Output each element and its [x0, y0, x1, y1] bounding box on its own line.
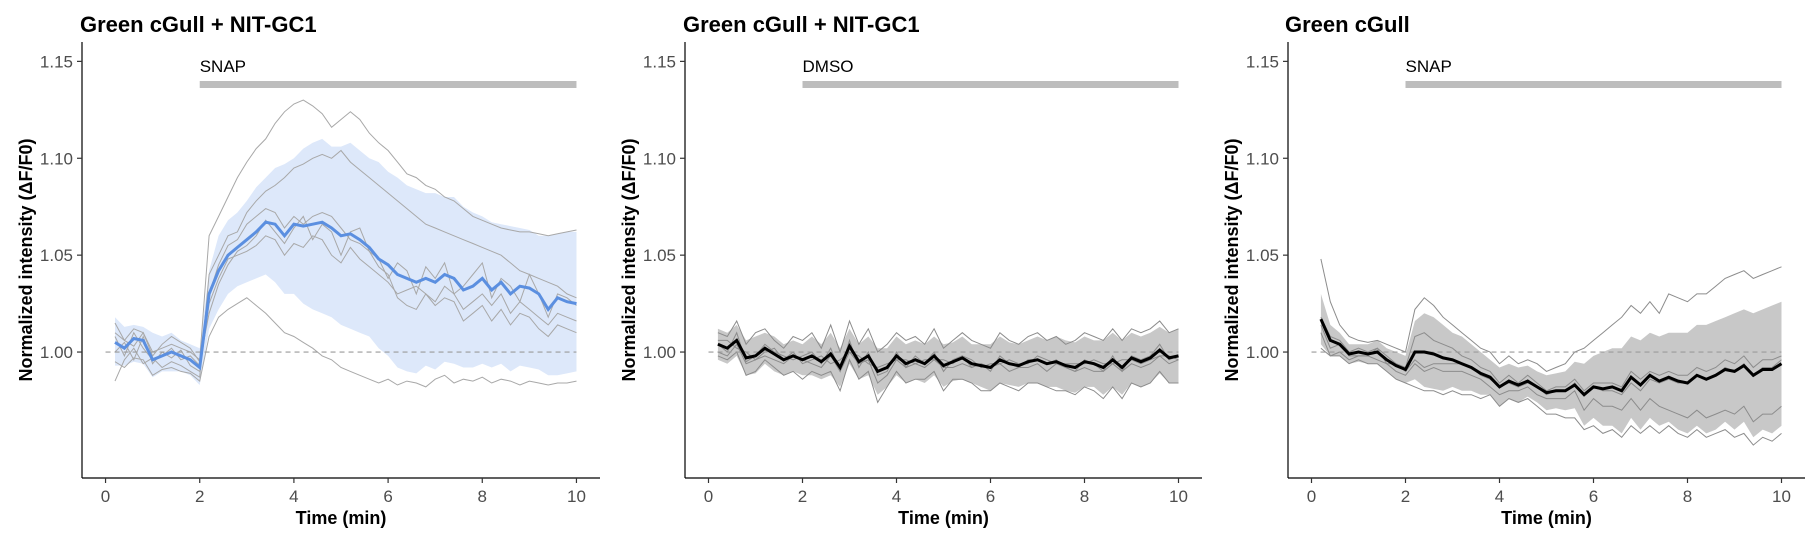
x-tick-label: 8	[1683, 487, 1692, 506]
y-axis-label: Normalized intensity (ΔF/F0)	[16, 139, 36, 382]
x-tick-label: 0	[101, 487, 110, 506]
x-axis-label: Time (min)	[296, 508, 387, 528]
chart-title: Green cGull + NIT-GC1	[80, 12, 317, 37]
trace-line-1	[1320, 258, 1782, 372]
trace-line-2	[1320, 332, 1782, 446]
treatment-bar	[1405, 81, 1782, 88]
chart-panel-3: Green cGull SNAP 1.00 1.05 1.10 1.15 0 2 4 6 8 10 Ti…	[1222, 12, 1805, 528]
confidence-band	[115, 138, 577, 385]
treatment-bar	[199, 81, 577, 88]
trace-line-4	[114, 215, 577, 363]
x-tick-label: 8	[478, 487, 487, 506]
trace-line-2	[114, 297, 577, 388]
treatment-label: SNAP	[1406, 57, 1452, 76]
y-tick-label: 1.05	[1246, 246, 1279, 265]
trace-line-3	[717, 331, 1179, 376]
treatment-label: DMSO	[803, 57, 854, 76]
x-tick-label: 8	[1080, 487, 1089, 506]
x-tick-label: 10	[1772, 487, 1791, 506]
y-tick-label: 1.00	[40, 343, 73, 362]
x-tick-label: 0	[704, 487, 713, 506]
chart-title: Green cGull + NIT-GC1	[683, 12, 920, 37]
x-tick-label: 10	[1169, 487, 1188, 506]
mean-line	[1319, 318, 1783, 397]
y-tick-label: 1.15	[40, 52, 73, 71]
x-tick-label: 0	[1307, 487, 1316, 506]
chart-panel-2: Green cGull + NIT-GC1 DMSO 1.00 1.05 1.10 1.1…	[619, 12, 1202, 528]
x-tick-label: 10	[567, 487, 586, 506]
chart-title: Green cGull	[1285, 12, 1410, 37]
x-axis-label: Time (min)	[1501, 508, 1592, 528]
x-tick-label: 4	[1495, 487, 1504, 506]
trace-line-4	[1320, 347, 1782, 423]
chart-panel-1: Green cGull + NIT-GC1 SNAP 1.00 1.05 1.10 1.1…	[16, 12, 600, 528]
trace-line-3	[114, 149, 577, 382]
y-tick-label: 1.15	[1246, 52, 1279, 71]
treatment-label: SNAP	[200, 57, 246, 76]
y-tick-label: 1.05	[643, 246, 676, 265]
trace-line-3	[1320, 316, 1782, 392]
x-tick-label: 4	[892, 487, 901, 506]
x-tick-label: 6	[1589, 487, 1598, 506]
trace-line-5	[114, 235, 577, 373]
y-tick-label: 1.15	[643, 52, 676, 71]
y-tick-label: 1.10	[40, 149, 73, 168]
y-tick-label: 1.00	[1246, 343, 1279, 362]
mean-line	[114, 220, 577, 371]
trace-line-1	[114, 99, 577, 361]
trace-line-2	[717, 351, 1179, 404]
y-tick-label: 1.10	[643, 149, 676, 168]
y-axis-label: Normalized intensity (ΔF/F0)	[619, 139, 639, 382]
y-axis-label: Normalized intensity (ΔF/F0)	[1222, 139, 1242, 382]
x-tick-label: 2	[798, 487, 807, 506]
y-tick-label: 1.00	[643, 343, 676, 362]
trace-line-4	[717, 339, 1179, 369]
y-tick-label: 1.10	[1246, 149, 1279, 168]
y-tick-label: 1.05	[40, 246, 73, 265]
x-tick-label: 2	[195, 487, 204, 506]
trace-line-1	[717, 319, 1179, 354]
x-tick-label: 6	[383, 487, 392, 506]
x-tick-label: 6	[986, 487, 995, 506]
treatment-bar	[802, 81, 1179, 88]
x-tick-label: 2	[1401, 487, 1410, 506]
mean-line	[717, 338, 1179, 374]
confidence-band	[1320, 293, 1782, 438]
x-tick-label: 4	[289, 487, 298, 506]
x-axis-label: Time (min)	[898, 508, 989, 528]
